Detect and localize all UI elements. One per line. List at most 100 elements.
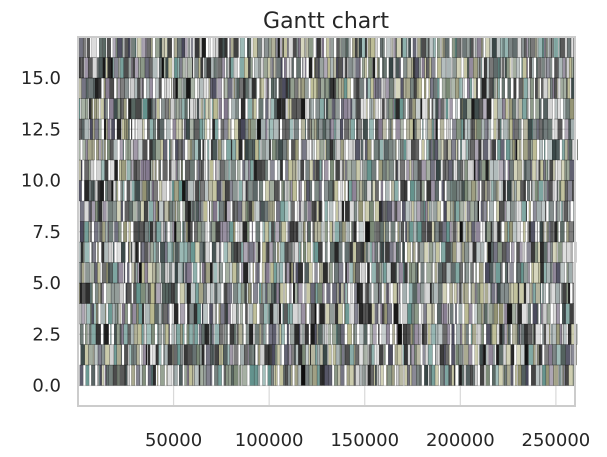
task-bar [297, 77, 301, 99]
task-bar [429, 57, 432, 79]
task-bar [535, 98, 540, 120]
task-bar [83, 200, 90, 222]
task-bar [180, 344, 184, 366]
task-bar [98, 57, 104, 79]
task-bar [345, 36, 349, 58]
task-bar [305, 303, 307, 325]
task-bar [230, 139, 232, 161]
task-bar [493, 241, 498, 263]
task-bar [117, 303, 119, 325]
task-bar [461, 364, 465, 386]
task-bar [398, 303, 401, 325]
task-bar [374, 36, 378, 58]
task-bar [270, 303, 274, 325]
task-bar [395, 241, 399, 263]
task-bar [525, 364, 529, 386]
task-bar [532, 118, 538, 140]
task-bar [275, 364, 278, 386]
task-bar [219, 323, 224, 345]
task-bar [172, 118, 177, 140]
task-bar [152, 139, 156, 161]
task-bar [335, 159, 340, 181]
task-bar [136, 241, 139, 263]
task-bar [190, 200, 193, 222]
task-bar [504, 57, 507, 79]
task-bar [345, 262, 347, 284]
task-bar [468, 241, 473, 263]
task-bar [368, 344, 372, 366]
task-bar [476, 241, 481, 263]
task-bar [262, 282, 266, 304]
task-bar [319, 364, 322, 386]
task-bar [533, 262, 539, 284]
task-bar [575, 344, 577, 366]
task-bar [171, 323, 175, 345]
task-bar [185, 57, 188, 79]
task-bar [274, 180, 279, 202]
task-bar [409, 118, 414, 140]
task-bar [314, 200, 317, 222]
task-bar [345, 344, 350, 366]
task-bar [496, 344, 500, 366]
task-bar [163, 221, 166, 243]
task-bar [389, 241, 394, 263]
task-bar [456, 36, 462, 58]
task-bar [378, 323, 380, 345]
task-bar [383, 57, 387, 79]
task-bar [290, 262, 294, 284]
task-bar [560, 221, 565, 243]
task-bar [170, 98, 175, 120]
task-bar [491, 180, 494, 202]
task-bar [159, 36, 162, 58]
task-bar [307, 118, 310, 140]
task-bar [339, 221, 343, 243]
task-bar [275, 221, 280, 243]
task-bar [435, 344, 437, 366]
task-bar [211, 344, 215, 366]
task-bar [233, 323, 237, 345]
task-bar [120, 180, 123, 202]
task-bar [177, 77, 182, 99]
task-bar [515, 303, 518, 325]
task-bar [186, 262, 192, 284]
task-bar [438, 98, 441, 120]
task-bar [149, 118, 154, 140]
task-bar [400, 77, 404, 99]
task-bar [232, 200, 236, 222]
task-bar [375, 303, 379, 325]
task-bar [164, 344, 169, 366]
task-bar [464, 118, 468, 140]
task-bar [318, 241, 323, 263]
task-bar [137, 139, 143, 161]
task-bar [107, 180, 112, 202]
task-bar [161, 180, 167, 202]
task-bar [195, 180, 200, 202]
task-bar [164, 77, 167, 99]
task-bar [86, 36, 91, 58]
task-bar [558, 180, 562, 202]
task-bar [434, 262, 438, 284]
task-bar [167, 364, 173, 386]
task-bar [272, 241, 276, 263]
task-bar [483, 139, 489, 161]
task-bar [223, 282, 225, 304]
task-bar [289, 118, 294, 140]
task-bar [457, 159, 461, 181]
task-bar [363, 180, 368, 202]
task-bar [186, 118, 190, 140]
task-bar [468, 57, 474, 79]
task-bar [142, 98, 148, 120]
task-bar [154, 303, 159, 325]
task-bar [483, 200, 488, 222]
task-bar [498, 303, 504, 325]
task-bar [430, 139, 433, 161]
task-bar [388, 118, 390, 140]
task-bar [392, 282, 398, 304]
task-bar [203, 98, 206, 120]
task-bar [187, 180, 189, 202]
task-bar [403, 57, 408, 79]
task-bar [137, 36, 142, 58]
task-bar [194, 241, 201, 263]
task-bar [291, 139, 296, 161]
task-bar [549, 36, 552, 58]
